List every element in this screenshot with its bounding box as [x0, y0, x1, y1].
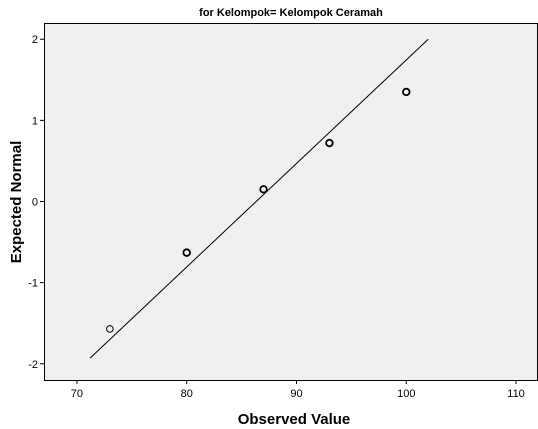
y-tick-label: 2 — [32, 34, 38, 46]
y-axis: 2 1 0 -1 -2 — [28, 34, 44, 371]
x-tick-label: 90 — [290, 388, 302, 400]
plot-area — [44, 23, 538, 381]
reference-line — [89, 38, 429, 359]
data-point — [182, 248, 191, 257]
data-point — [106, 325, 114, 333]
y-tick-label: 0 — [32, 197, 38, 209]
data-point — [259, 185, 268, 194]
x-tick-label: 110 — [507, 388, 525, 400]
y-tick-label: -1 — [28, 278, 38, 290]
x-axis-label: Observed Value — [238, 411, 351, 428]
y-axis-label: Expected Normal — [8, 141, 25, 264]
x-tick-label: 80 — [181, 388, 193, 400]
x-tick-label: 70 — [71, 388, 83, 400]
x-axis: 70 80 90 100 110 — [71, 380, 525, 400]
y-tick-label: 1 — [32, 115, 38, 127]
data-point — [325, 138, 334, 148]
y-tick-label: -2 — [28, 359, 38, 371]
data-points — [106, 87, 411, 333]
data-point — [402, 87, 411, 97]
x-tick-label: 100 — [397, 388, 415, 400]
chart-title: for Kelompok= Kelompok Ceramah — [199, 7, 383, 19]
